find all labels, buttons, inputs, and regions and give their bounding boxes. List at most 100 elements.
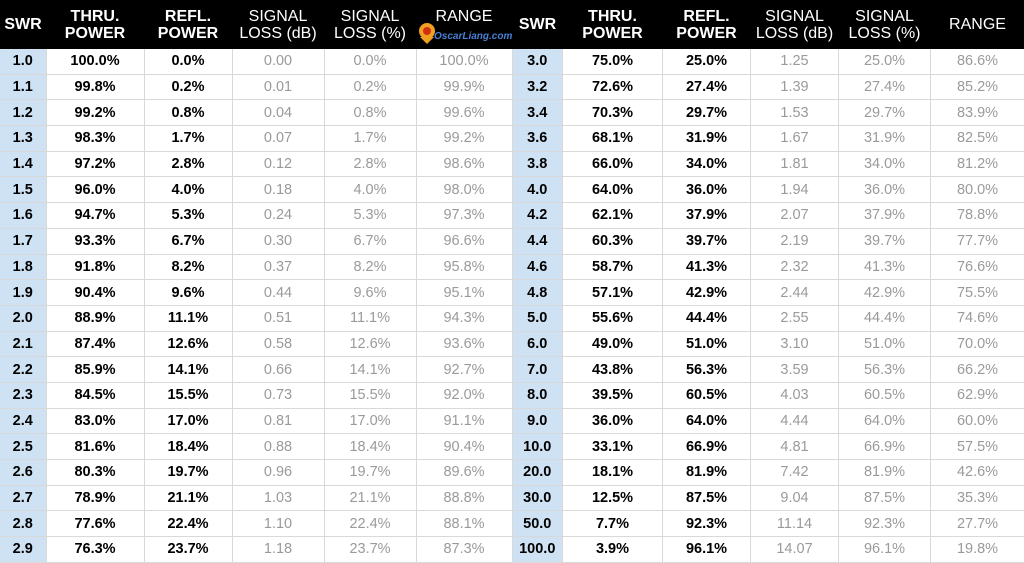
swr-cell: 2.2 <box>0 357 46 383</box>
thru-power-cell: 18.1% <box>563 460 663 486</box>
signal-loss-pct-cell: 39.7% <box>839 228 931 254</box>
range-cell: 66.2% <box>931 357 1024 383</box>
thru-power-cell: 3.9% <box>563 537 663 563</box>
swr-cell: 10.0 <box>513 434 563 460</box>
range-cell: 88.1% <box>416 511 512 537</box>
refl-power-cell: 23.7% <box>144 537 232 563</box>
swr-cell: 7.0 <box>513 357 563 383</box>
signal-loss-pct-cell: 41.3% <box>839 254 931 280</box>
refl-power-cell: 25.0% <box>663 49 751 74</box>
signal-loss-db-cell: 0.00 <box>232 49 324 74</box>
swr-cell: 1.1 <box>0 74 46 100</box>
swr-cell: 2.4 <box>0 408 46 434</box>
refl-power-cell: 96.1% <box>663 537 751 563</box>
swr-cell: 4.2 <box>513 203 563 229</box>
range-cell: 89.6% <box>416 460 512 486</box>
signal-loss-pct-cell: 87.5% <box>839 485 931 511</box>
refl-power-cell: 34.0% <box>663 151 751 177</box>
header-range: RANGE OscarLiang.com <box>416 0 512 49</box>
signal-loss-pct-cell: 19.7% <box>324 460 416 486</box>
thru-power-cell: 76.3% <box>46 537 144 563</box>
signal-loss-pct-cell: 96.1% <box>839 537 931 563</box>
signal-loss-db-cell: 9.04 <box>751 485 839 511</box>
thru-power-cell: 88.9% <box>46 305 144 331</box>
refl-power-cell: 36.0% <box>663 177 751 203</box>
refl-power-cell: 1.7% <box>144 126 232 152</box>
signal-loss-pct-cell: 18.4% <box>324 434 416 460</box>
swr-cell: 20.0 <box>513 460 563 486</box>
range-cell: 80.0% <box>931 177 1024 203</box>
signal-loss-pct-cell: 22.4% <box>324 511 416 537</box>
range-cell: 88.8% <box>416 485 512 511</box>
signal-loss-db-cell: 0.66 <box>232 357 324 383</box>
thru-power-cell: 80.3% <box>46 460 144 486</box>
signal-loss-db-cell: 0.37 <box>232 254 324 280</box>
range-cell: 70.0% <box>931 331 1024 357</box>
signal-loss-db-cell: 0.73 <box>232 382 324 408</box>
swr-cell: 2.3 <box>0 382 46 408</box>
swr-cell: 1.6 <box>0 203 46 229</box>
signal-loss-db-cell: 1.39 <box>751 74 839 100</box>
range-cell: 42.6% <box>931 460 1024 486</box>
swr-cell: 1.9 <box>0 280 46 306</box>
range-cell: 19.8% <box>931 537 1024 563</box>
signal-loss-pct-cell: 0.2% <box>324 74 416 100</box>
signal-loss-pct-cell: 23.7% <box>324 537 416 563</box>
signal-loss-db-cell: 2.32 <box>751 254 839 280</box>
signal-loss-db-cell: 0.81 <box>232 408 324 434</box>
thru-power-cell: 98.3% <box>46 126 144 152</box>
signal-loss-pct-cell: 4.0% <box>324 177 416 203</box>
refl-power-cell: 15.5% <box>144 382 232 408</box>
signal-loss-pct-cell: 44.4% <box>839 305 931 331</box>
refl-power-cell: 39.7% <box>663 228 751 254</box>
thru-power-cell: 33.1% <box>563 434 663 460</box>
signal-loss-db-cell: 1.81 <box>751 151 839 177</box>
thru-power-cell: 90.4% <box>46 280 144 306</box>
signal-loss-db-cell: 4.81 <box>751 434 839 460</box>
signal-loss-db-cell: 0.96 <box>232 460 324 486</box>
range-cell: 94.3% <box>416 305 512 331</box>
refl-power-cell: 37.9% <box>663 203 751 229</box>
header-refl-power: REFL.POWER <box>663 0 751 49</box>
swr-cell: 1.7 <box>0 228 46 254</box>
swr-cell: 9.0 <box>513 408 563 434</box>
signal-loss-db-cell: 0.07 <box>232 126 324 152</box>
thru-power-cell: 91.8% <box>46 254 144 280</box>
signal-loss-pct-cell: 1.7% <box>324 126 416 152</box>
thru-power-cell: 39.5% <box>563 382 663 408</box>
thru-power-cell: 97.2% <box>46 151 144 177</box>
range-cell: 75.5% <box>931 280 1024 306</box>
range-cell: 77.7% <box>931 228 1024 254</box>
range-cell: 90.4% <box>416 434 512 460</box>
range-cell: 83.9% <box>931 100 1024 126</box>
signal-loss-db-cell: 1.25 <box>751 49 839 74</box>
refl-power-cell: 0.2% <box>144 74 232 100</box>
signal-loss-pct-cell: 8.2% <box>324 254 416 280</box>
swr-cell: 30.0 <box>513 485 563 511</box>
range-cell: 27.7% <box>931 511 1024 537</box>
refl-power-cell: 64.0% <box>663 408 751 434</box>
swr-cell: 50.0 <box>513 511 563 537</box>
range-cell: 78.8% <box>931 203 1024 229</box>
signal-loss-db-cell: 0.30 <box>232 228 324 254</box>
refl-power-cell: 5.3% <box>144 203 232 229</box>
refl-power-cell: 81.9% <box>663 460 751 486</box>
range-cell: 87.3% <box>416 537 512 563</box>
